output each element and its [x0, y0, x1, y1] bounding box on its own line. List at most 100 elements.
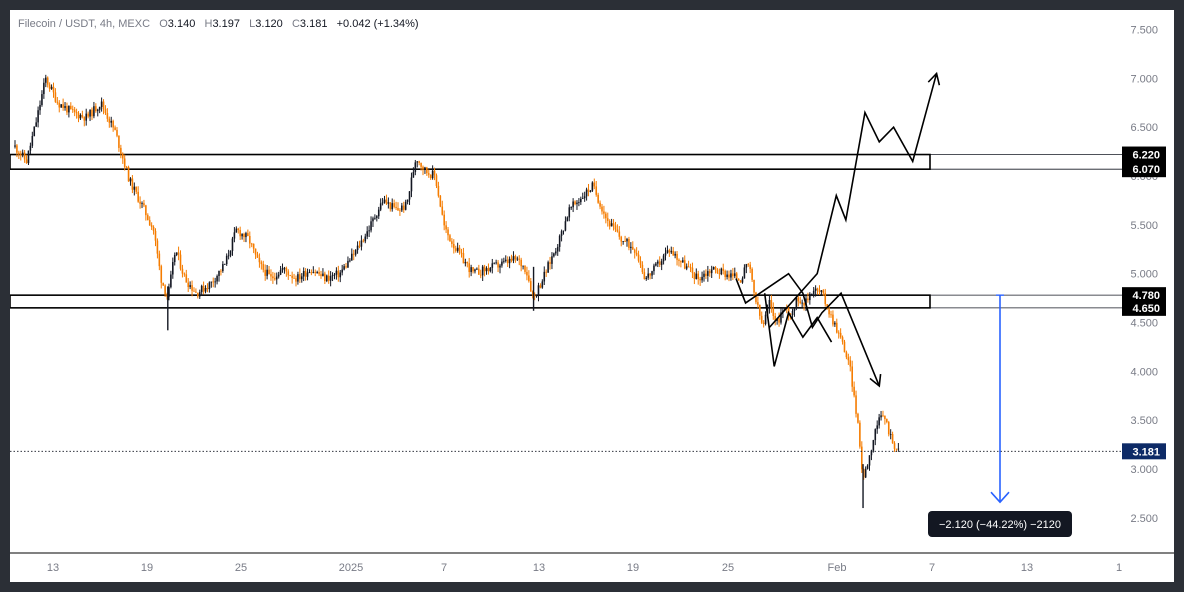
candle-body [772, 307, 775, 317]
candle-body [529, 281, 532, 292]
candle-body [158, 253, 161, 267]
candle-body [58, 102, 61, 108]
candle-body [118, 135, 120, 148]
candle-body [614, 225, 617, 230]
candle-body [387, 202, 390, 204]
candle-body [222, 264, 224, 271]
candle-body [631, 246, 634, 250]
candle-body [79, 114, 82, 119]
candle-body [466, 262, 469, 264]
candle-body [358, 245, 361, 247]
candle-body [820, 290, 823, 292]
candle-body [597, 194, 599, 203]
candle-body [168, 287, 170, 297]
candle-body [370, 221, 372, 231]
candle-body [418, 161, 420, 163]
zigzag-path[interactable] [763, 293, 833, 367]
candle-body [141, 203, 143, 204]
candle-body [368, 230, 370, 232]
candle-body [456, 247, 459, 251]
candle-body [606, 218, 609, 221]
candle-body [193, 290, 195, 292]
candle-body [106, 113, 109, 119]
candle-body [795, 297, 798, 309]
candle-body [356, 245, 359, 251]
candle-body [401, 205, 403, 211]
candle-body [481, 266, 484, 276]
candle-body [658, 261, 661, 265]
candle-body [100, 101, 103, 108]
candle-body [520, 259, 522, 267]
candle-body [809, 293, 811, 301]
candle-body [23, 152, 26, 160]
candle-body [474, 269, 476, 272]
candle-body [437, 185, 440, 196]
candle-body [237, 228, 240, 231]
candle-body [828, 309, 830, 315]
candle-body [16, 145, 18, 153]
candle-body [882, 415, 884, 417]
symbol-title[interactable]: Filecoin / USDT, 4h, MEXC [18, 18, 151, 30]
candle-body [364, 236, 367, 242]
candle-body [114, 127, 116, 130]
bullish-projection-path[interactable] [768, 73, 938, 328]
candle-body [710, 269, 713, 274]
candle-body [137, 191, 139, 202]
candle-body [861, 446, 863, 470]
candle-body [814, 288, 817, 291]
candle-body [458, 247, 461, 253]
candle-body [227, 255, 230, 257]
open-value: 3.140 [167, 18, 196, 30]
candle-body [666, 250, 669, 254]
candle-body [316, 271, 318, 273]
candle-body [143, 203, 145, 206]
x-tick-label: 7 [441, 562, 447, 574]
candle-body [591, 182, 594, 191]
last-price-label-bg [1122, 443, 1166, 460]
candle-body [177, 252, 180, 255]
candle-body [841, 337, 844, 342]
candle-body [383, 199, 386, 203]
support-resistance-zone[interactable] [9, 153, 931, 170]
candle-body [189, 285, 191, 288]
candle-body [318, 271, 320, 275]
candle-body [618, 231, 621, 237]
candle-body [381, 202, 384, 204]
candle-body [70, 105, 72, 110]
bearish-projection-path[interactable] [735, 272, 881, 387]
measure-label: −2.120 (−44.22%) −2120 [939, 519, 1061, 531]
y-tick-label: 5.500 [1130, 220, 1158, 232]
x-tick-label: 25 [722, 562, 734, 574]
candle-body [220, 270, 222, 272]
candle-body [389, 202, 392, 210]
candle-body [152, 227, 155, 231]
candle-body [164, 285, 166, 295]
candle-body [639, 260, 642, 265]
candle-body [566, 217, 569, 222]
support-resistance-zone[interactable] [9, 294, 931, 309]
candle-body [89, 109, 91, 117]
low-label: L [249, 18, 256, 30]
close-label: C [291, 18, 300, 30]
candle-body [510, 258, 513, 261]
candle-body [651, 271, 653, 276]
candle-body [247, 233, 249, 236]
candle-body [624, 241, 626, 242]
candle-body [41, 94, 43, 105]
measure-label-box [928, 511, 1072, 537]
candle-body [558, 235, 561, 247]
candle-body [724, 270, 726, 277]
candle-body [248, 235, 251, 244]
candle-body [231, 238, 234, 251]
candlestick-chart[interactable]: −2.120 (−44.22%) −2120 2.500 3.000 3.500 4.… [9, 10, 1174, 582]
y-tick-label: 4.500 [1130, 318, 1158, 330]
candle-body [514, 256, 517, 260]
chart-panel[interactable]: −2.120 (−44.22%) −2120 2.500 3.000 3.500 4.… [9, 10, 1174, 582]
candle-body [35, 122, 37, 127]
candle-body [868, 455, 871, 466]
candle-body [173, 254, 176, 263]
candle-body [770, 300, 773, 308]
candle-body [212, 281, 215, 283]
candle-body [314, 272, 317, 273]
candle-body [705, 273, 707, 276]
